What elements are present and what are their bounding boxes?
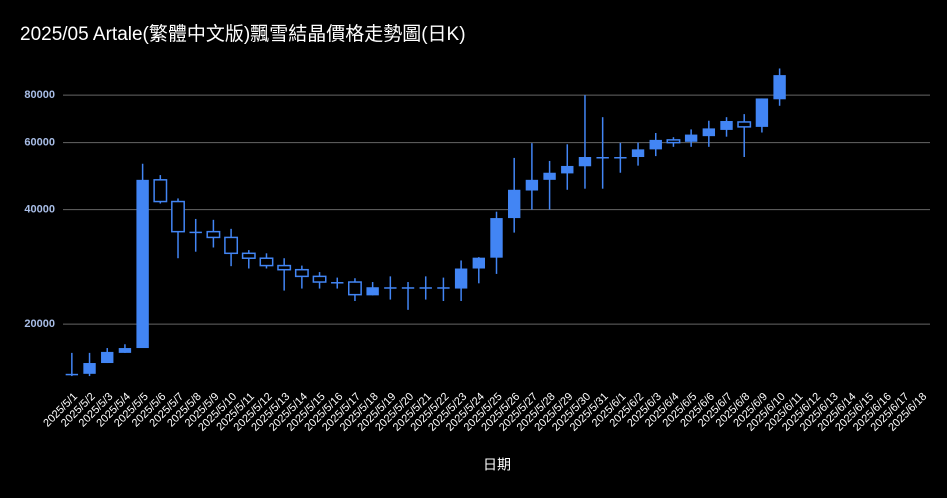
candle-body <box>259 257 274 267</box>
candle-body <box>702 128 716 137</box>
candle-body <box>490 218 503 258</box>
candle-body <box>561 165 574 174</box>
candle-body <box>578 157 592 167</box>
candle-body <box>224 236 239 255</box>
candle-body <box>472 257 485 269</box>
candle-body <box>649 139 662 150</box>
candle-body <box>366 287 379 296</box>
candle-body <box>437 287 450 289</box>
candle-body <box>83 363 96 374</box>
candle-body <box>118 348 132 353</box>
candle-body <box>419 287 432 289</box>
candle-body <box>101 351 114 364</box>
candle-body <box>720 120 733 130</box>
candle-body <box>666 139 681 144</box>
candle-body <box>401 287 415 289</box>
y-tick-label: 40000 <box>24 204 55 216</box>
y-tick-label: 80000 <box>24 89 55 101</box>
candle-body <box>153 179 168 203</box>
candle-body <box>737 121 752 128</box>
y-tick-label: 60000 <box>24 137 55 149</box>
candle-body <box>543 172 556 180</box>
candle-body <box>241 252 256 259</box>
candle-body <box>614 157 627 159</box>
candle-body <box>136 179 149 349</box>
x-axis-label: 日期 <box>483 457 511 473</box>
candle-body <box>454 268 468 289</box>
candle-body <box>348 281 362 296</box>
candle-body <box>631 149 645 158</box>
candle-body <box>312 275 327 283</box>
chart-title: 2025/05 Artale(繁體中文版)飄雪結晶價格走勢圖(日K) <box>20 23 466 45</box>
candle-body <box>331 282 344 284</box>
candle-body <box>755 98 769 127</box>
candle-body <box>277 264 292 271</box>
candle-body <box>684 134 698 142</box>
candle-body <box>171 200 185 233</box>
candle-body <box>206 230 221 239</box>
candle-body <box>525 179 539 191</box>
candle-body <box>773 75 786 100</box>
candle-body <box>384 287 397 289</box>
y-tick-label: 20000 <box>24 318 55 330</box>
candle-body <box>508 189 521 219</box>
candle-body <box>65 373 79 376</box>
candle-body <box>596 157 609 159</box>
candle-body <box>189 231 202 234</box>
candle-body <box>294 268 309 278</box>
